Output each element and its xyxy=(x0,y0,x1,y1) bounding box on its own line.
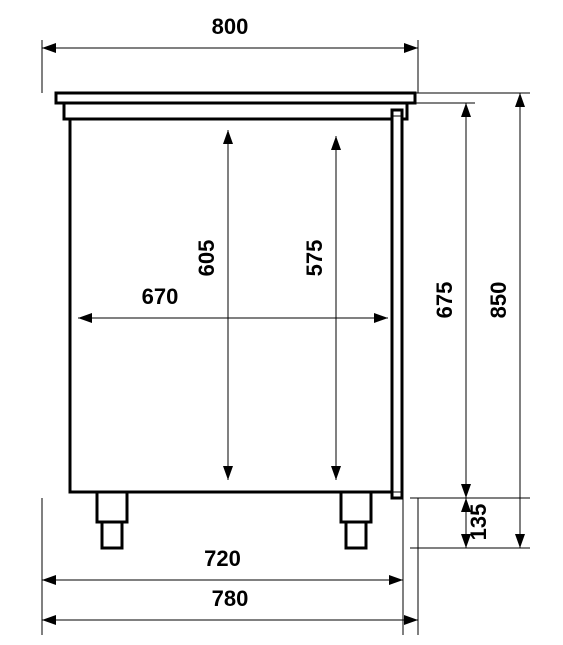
dim-800: 800 xyxy=(212,14,249,39)
dim-850: 850 xyxy=(486,282,511,319)
dim-605: 605 xyxy=(194,240,219,277)
dim-675: 675 xyxy=(432,282,457,319)
dim-720: 720 xyxy=(204,546,241,571)
dim-780: 780 xyxy=(212,586,249,611)
dim-575: 575 xyxy=(302,240,327,277)
dim-135: 135 xyxy=(466,504,491,541)
dim-670: 670 xyxy=(142,284,179,309)
